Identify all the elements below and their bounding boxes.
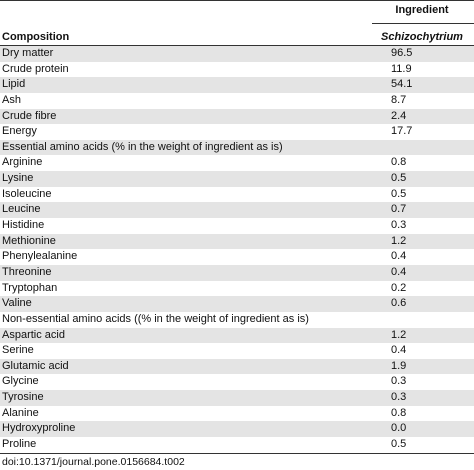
- table-row: Proline 0.5: [0, 437, 474, 453]
- row-label: Crude protein: [2, 62, 69, 75]
- table-row: Isoleucine 0.5: [0, 187, 474, 203]
- table-row: Phenylealanine 0.4: [0, 249, 474, 265]
- row-label: Hydroxyproline: [2, 422, 76, 435]
- cell-value: 1.9: [391, 359, 407, 372]
- table-body: Dry matter 96.5 Crude protein 11.9 Lipid 54.1…: [0, 45, 474, 454]
- cell-value: 0.4: [391, 250, 407, 263]
- row-label: Methionine: [2, 234, 56, 247]
- cell-value: 1.2: [391, 234, 407, 247]
- cell-value: 0.2: [391, 281, 407, 294]
- cell-value: 0.8: [391, 156, 407, 169]
- cell-value: 0.3: [391, 375, 407, 388]
- row-label: Glutamic acid: [2, 359, 69, 372]
- table-row: Essential amino acids (% in the weight o…: [0, 139, 474, 156]
- row-label: Crude fibre: [2, 109, 57, 122]
- row-label: Phenylealanine: [2, 250, 78, 263]
- row-label: Tryptophan: [2, 281, 58, 294]
- table-row: Histidine 0.3: [0, 218, 474, 234]
- top-rule: [0, 0, 474, 1]
- row-label: Tyrosine: [2, 391, 44, 404]
- row-label: Isoleucine: [2, 187, 52, 200]
- row-label: Leucine: [2, 203, 41, 216]
- table-row: Glutamic acid 1.9: [0, 358, 474, 375]
- row-label: Arginine: [2, 156, 43, 169]
- cell-value: 0.3: [391, 391, 407, 404]
- row-label: Aspartic acid: [2, 328, 65, 341]
- table-row: Arginine 0.8: [0, 155, 474, 171]
- row-label: Dry matter: [2, 47, 54, 59]
- table-row: Energy 17.7: [0, 124, 474, 140]
- cell-value: 0.3: [391, 219, 407, 232]
- row-label: Energy: [2, 125, 37, 138]
- table-row: Lipid 54.1: [0, 77, 474, 93]
- row-label: Histidine: [2, 219, 45, 232]
- cell-value: 11.9: [391, 62, 412, 75]
- cell-value: 0.7: [391, 203, 407, 216]
- group-rule: [372, 23, 474, 24]
- cell-value: 54.1: [391, 78, 413, 91]
- cell-value: 0.4: [391, 344, 407, 357]
- table-row: Glycine 0.3: [0, 374, 474, 390]
- table-row: Dry matter 96.5: [0, 46, 474, 62]
- table-row: Methionine 1.2: [0, 233, 474, 250]
- row-label: Glycine: [2, 375, 39, 388]
- table-row: Ash 8.7: [0, 93, 474, 109]
- table-row: Tyrosine 0.3: [0, 390, 474, 406]
- row-label: Alanine: [2, 406, 39, 419]
- cell-value: 0.4: [391, 265, 407, 278]
- cell-value: 0.8: [391, 406, 407, 419]
- table-row: Non-essential amino acids ((% in the wei…: [0, 312, 474, 328]
- row-label: Valine: [2, 297, 32, 310]
- table-row: Serine 0.4: [0, 343, 474, 359]
- cell-value: 0.0: [391, 422, 407, 435]
- cell-value: 17.7: [391, 125, 413, 138]
- table-row: Alanine 0.8: [0, 406, 474, 422]
- table-row: Crude fibre 2.4: [0, 108, 474, 125]
- row-label: Lysine: [2, 172, 34, 185]
- row-label: Serine: [2, 344, 34, 357]
- table-row: Aspartic acid 1.2: [0, 327, 474, 344]
- doi: doi:10.1371/journal.pone.0156684.t002: [2, 456, 185, 468]
- cell-value: 0.6: [391, 297, 407, 310]
- table-row: Leucine 0.7: [0, 202, 474, 219]
- row-label: Lipid: [2, 78, 26, 91]
- row-header: Composition: [2, 31, 70, 43]
- row-label: Proline: [2, 438, 37, 451]
- cell-value: 0.5: [391, 187, 407, 200]
- table-row: Tryptophan 0.2: [0, 281, 474, 297]
- table-row: Threonine 0.4: [0, 264, 474, 281]
- table-row: Valine 0.6: [0, 296, 474, 312]
- cell-value: 0.5: [391, 172, 407, 185]
- row-label: Non-essential amino acids ((% in the wei…: [2, 312, 309, 325]
- cell-value: 2.4: [391, 109, 407, 122]
- cell-value: 0.5: [391, 438, 407, 451]
- table-row: Crude protein 11.9: [0, 62, 474, 78]
- table-row: Lysine 0.5: [0, 171, 474, 187]
- row-label: Ash: [2, 93, 21, 106]
- column-group-header: Ingredient: [395, 4, 449, 16]
- cell-value: 1.2: [391, 328, 407, 341]
- cell-value: 8.7: [391, 93, 407, 106]
- cell-value: 96.5: [391, 47, 413, 59]
- row-label: Essential amino acids (% in the weight o…: [2, 140, 283, 153]
- row-label: Threonine: [2, 265, 52, 278]
- table-row: Hydroxyproline 0.0: [0, 421, 474, 438]
